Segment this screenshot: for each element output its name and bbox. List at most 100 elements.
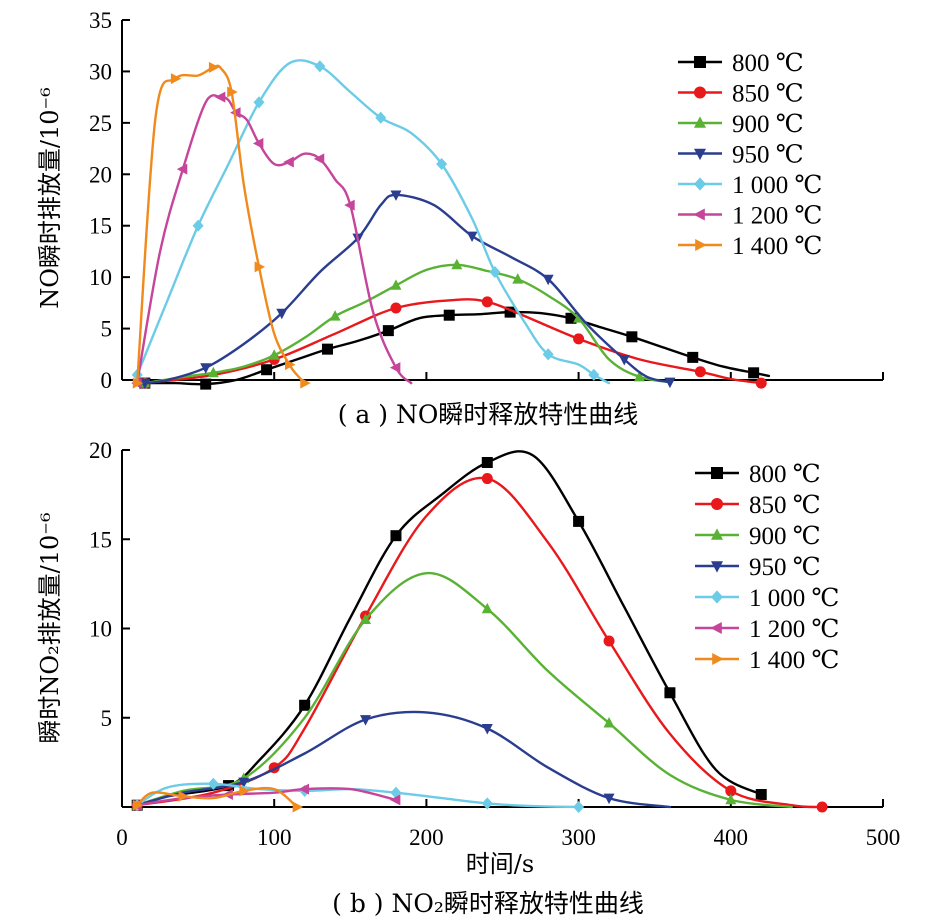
data-point [239, 785, 250, 797]
y-tick-label: 30 [89, 59, 112, 84]
data-point [298, 783, 310, 795]
data-point [725, 793, 737, 805]
y-tick-label: 20 [89, 162, 112, 187]
legend-marker [711, 498, 723, 510]
y-tick-label: 10 [89, 265, 112, 290]
data-point [132, 799, 144, 811]
legend-marker [711, 528, 723, 540]
legend-marker [695, 239, 707, 251]
data-point [389, 794, 401, 806]
data-point [588, 368, 600, 381]
legend-marker [694, 56, 706, 68]
data-point [390, 190, 402, 201]
data-point [489, 265, 501, 279]
data-point [132, 377, 144, 389]
data-point [603, 635, 615, 647]
legend-item: 1 000 ℃ [695, 585, 839, 612]
series-line [136, 94, 413, 385]
legend-item: 1 400 ℃ [678, 233, 822, 260]
x-tick-label: 200 [409, 825, 444, 850]
series-line [143, 310, 771, 386]
data-point [481, 296, 493, 308]
data-point [626, 331, 638, 343]
y-tick-label: 35 [89, 8, 112, 33]
data-point [573, 515, 585, 527]
y-tick-label: 10 [89, 617, 112, 642]
data-point [694, 366, 706, 378]
legend-label: 1 000 ℃ [749, 585, 839, 612]
legend-label: 1 000 ℃ [732, 172, 822, 199]
data-point [261, 364, 273, 376]
panel-b-x-axis-label: 时间/s [466, 850, 534, 878]
data-point [313, 153, 325, 165]
data-point [436, 157, 448, 171]
data-point [283, 156, 294, 168]
legend-marker [693, 208, 705, 221]
series-line [136, 571, 793, 809]
data-point [573, 800, 585, 814]
legend-item: 850 ℃ [678, 81, 804, 108]
legend-item: 900 ℃ [678, 111, 804, 138]
data-point [481, 473, 493, 485]
y-tick-label: 20 [89, 438, 112, 463]
data-point [276, 308, 288, 320]
panel-b-y-axis-label: 瞬时NO₂排放量/10⁻⁶ [36, 512, 64, 743]
legend-label: 850 ℃ [749, 492, 821, 519]
data-point [573, 312, 585, 323]
y-tick-label: 5 [101, 706, 113, 731]
series-line [136, 786, 299, 809]
data-point [725, 785, 737, 797]
series-950 [139, 190, 676, 390]
legend-marker [712, 653, 724, 665]
data-point [565, 312, 577, 324]
data-point [253, 96, 265, 109]
series-line [136, 450, 763, 807]
series-900 [131, 571, 793, 810]
panel-b-series [131, 450, 828, 814]
data-point [176, 163, 188, 175]
data-point [390, 279, 402, 290]
legend-label: 900 ℃ [749, 523, 821, 550]
series-1400 [132, 61, 311, 389]
legend-label: 800 ℃ [749, 461, 821, 488]
legend-label: 850 ℃ [732, 81, 804, 108]
legend-label: 1 200 ℃ [732, 203, 822, 230]
data-point [390, 302, 402, 314]
data-point [321, 343, 333, 355]
data-point [816, 801, 828, 813]
data-point [139, 378, 151, 390]
legend-item: 950 ℃ [678, 142, 804, 169]
legend-item: 950 ℃ [695, 554, 821, 581]
data-point [542, 348, 554, 361]
data-point [375, 111, 387, 124]
data-point [755, 789, 767, 801]
legend-item: 800 ℃ [695, 461, 821, 488]
data-point [214, 91, 226, 103]
series-850 [131, 473, 828, 813]
data-point [481, 456, 493, 468]
legend-item: 1 200 ℃ [678, 203, 822, 230]
data-point [207, 366, 219, 378]
data-point [512, 273, 524, 284]
legend-item: 1 200 ℃ [695, 616, 839, 643]
legend-marker [711, 467, 723, 479]
legend-label: 800 ℃ [732, 50, 804, 77]
panel-a-no-emission-chart: 0 5 10 15 20 25 30 35 800 ℃ 850 ℃ 900 ℃ 950 ℃ 1 000… [36, 8, 884, 429]
data-point [451, 258, 463, 270]
series-line [143, 193, 672, 385]
data-point [200, 363, 212, 374]
y-tick-label: 0 [101, 368, 113, 393]
x-tick-label: 100 [257, 825, 292, 850]
data-point [207, 777, 219, 790]
data-point [443, 309, 455, 321]
data-point [360, 613, 372, 624]
y-tick-label: 15 [89, 527, 112, 552]
data-point [200, 378, 212, 390]
y-tick-label: 25 [89, 111, 112, 136]
data-point [633, 370, 645, 382]
data-point [481, 602, 493, 614]
legend-item: 1 400 ℃ [695, 647, 839, 674]
legend-label: 950 ℃ [749, 554, 821, 581]
series-line [136, 710, 672, 809]
